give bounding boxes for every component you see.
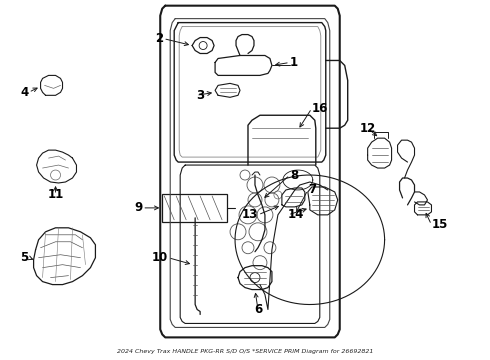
Text: 16: 16 (312, 102, 328, 115)
Text: 9: 9 (134, 201, 142, 215)
Text: 12: 12 (360, 122, 376, 135)
Text: 2: 2 (155, 32, 163, 45)
Text: 3: 3 (196, 89, 204, 102)
Text: 4: 4 (21, 86, 28, 99)
Text: 6: 6 (254, 303, 262, 316)
Text: 7: 7 (308, 184, 316, 197)
Text: 5: 5 (21, 251, 28, 264)
Text: 10: 10 (152, 251, 168, 264)
Text: 15: 15 (432, 218, 448, 231)
Text: 1: 1 (290, 56, 298, 69)
Text: 14: 14 (288, 208, 304, 221)
Text: 2024 Chevy Trax HANDLE PKG-RR S/D O/S *SERVICE PRIM Diagram for 26692821: 2024 Chevy Trax HANDLE PKG-RR S/D O/S *S… (117, 349, 373, 354)
Text: 11: 11 (48, 188, 64, 202)
Text: 13: 13 (242, 208, 258, 221)
Bar (162, 194, 227, 222)
Text: 8: 8 (290, 168, 298, 181)
